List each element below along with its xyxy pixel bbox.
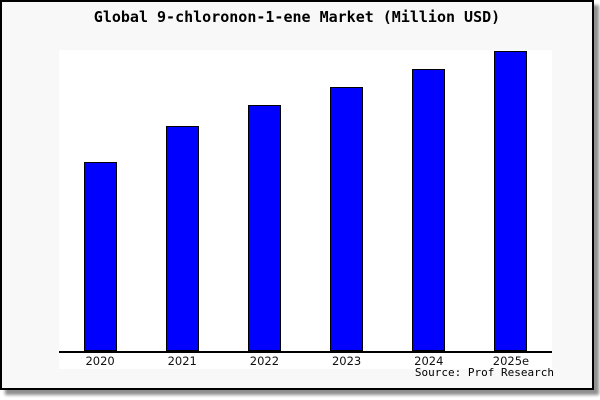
x-tick-label-2024: 2024 [414, 354, 444, 368]
bar-2024 [412, 69, 446, 351]
bar-2022 [247, 105, 281, 351]
source-note: Source: Prof Research [414, 366, 554, 379]
x-tick-label-2021: 2021 [167, 354, 197, 368]
x-tick-label-2025e: 2025e [492, 354, 530, 368]
chart-title: Global 9-chloronon-1-ene Market (Million… [93, 8, 501, 26]
bar-2023 [330, 87, 364, 351]
bars-container [59, 50, 552, 353]
bar-2020 [83, 162, 117, 351]
bar-2025e [494, 51, 528, 351]
x-tick-label-2022: 2022 [249, 354, 280, 368]
x-tick-label-2023: 2023 [331, 354, 362, 368]
bar-2021 [165, 126, 199, 351]
chart-card: Global 9-chloronon-1-ene Market (Million… [0, 0, 594, 390]
plot-area: 2020 2021 2022 2023 2024 2025e [59, 50, 552, 369]
x-axis-labels: 2020 2021 2022 2023 2024 2025e [59, 354, 552, 368]
x-tick-label-2020: 2020 [85, 354, 115, 368]
